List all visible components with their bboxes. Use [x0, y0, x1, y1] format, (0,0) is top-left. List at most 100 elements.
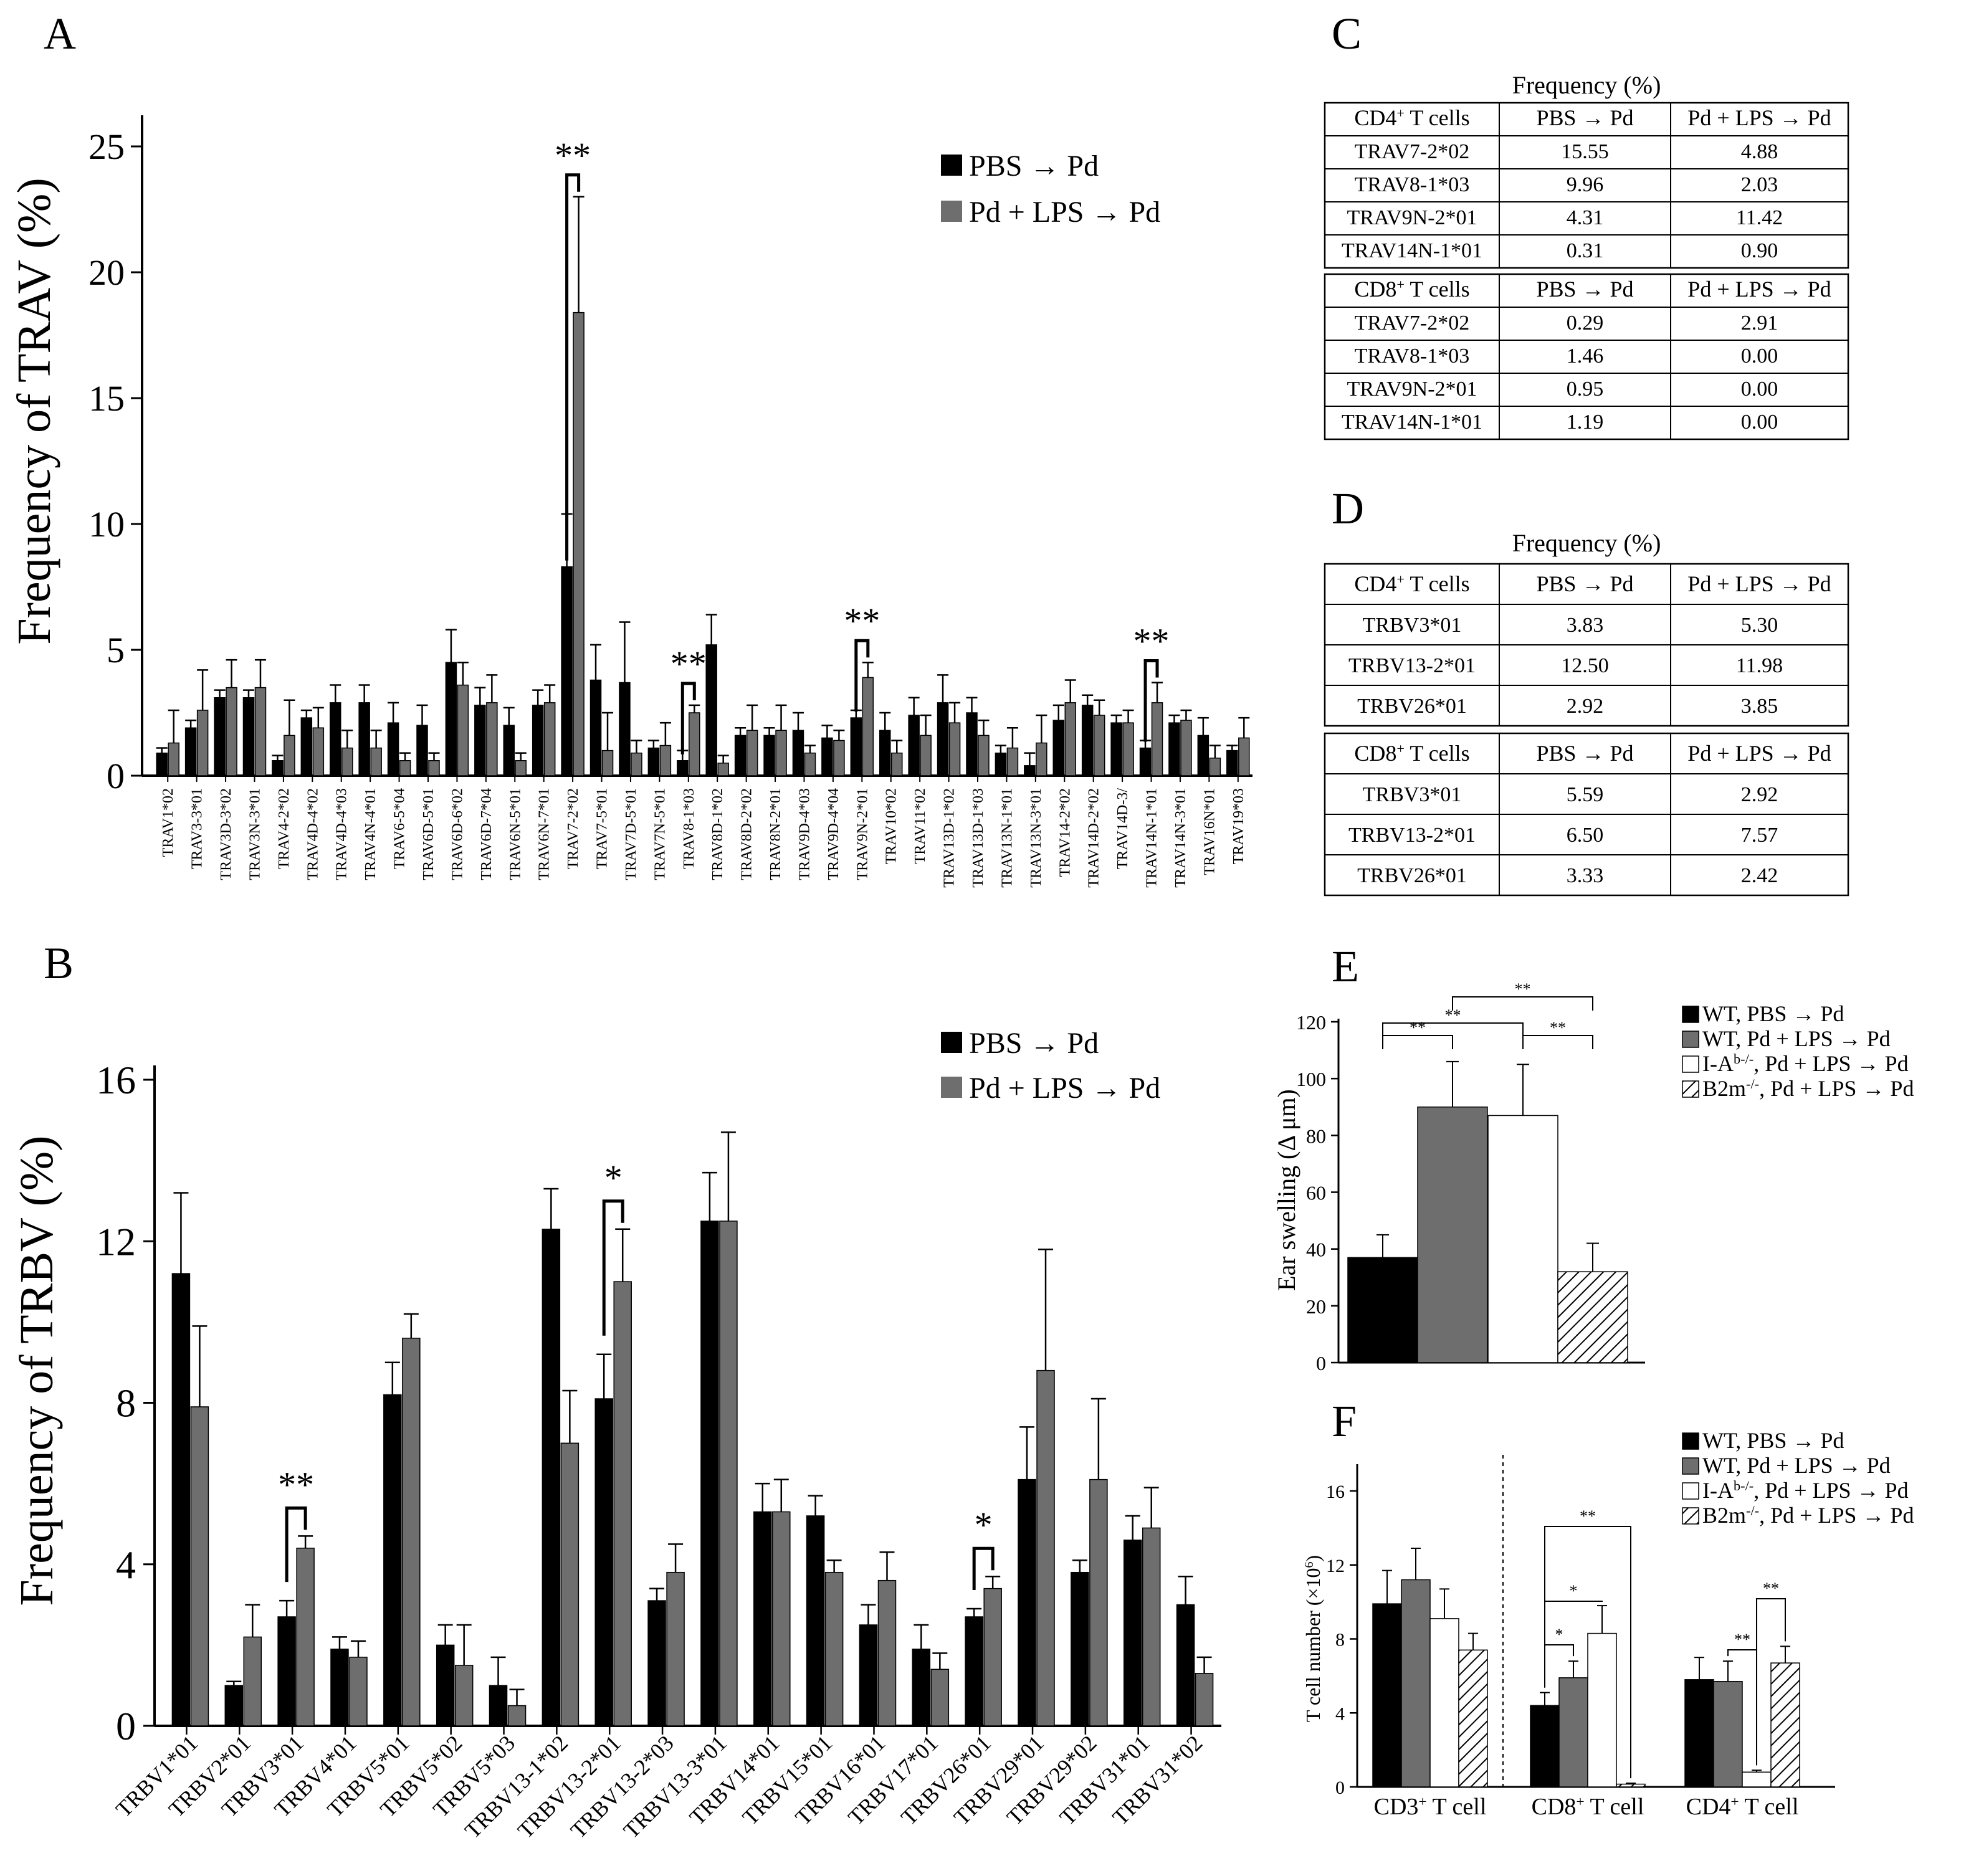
bar-lps [1122, 722, 1134, 776]
x-tick-label: TRAV8D-2*02 [739, 788, 755, 880]
y-tick-label: 4 [116, 1543, 136, 1587]
bar-pbs [792, 730, 804, 776]
table-header-cell: Pd + LPS → Pd [1687, 741, 1831, 766]
bar-pbs [850, 717, 862, 776]
bar-lps [775, 730, 787, 776]
bar [1770, 1662, 1800, 1788]
bar-lps [659, 745, 672, 776]
panel-letter-b: B [44, 938, 74, 988]
table-title: Frequency (%) [1512, 71, 1661, 99]
table-cell: 0.00 [1741, 345, 1778, 368]
table-cell: TRBV3*01 [1363, 614, 1462, 637]
bar [1742, 1771, 1772, 1788]
x-tick-label: TRAV14D-3/ [1115, 788, 1131, 870]
significance-bracket [1382, 1035, 1453, 1049]
significance-label: * [604, 1158, 623, 1198]
table-cell: 0.31 [1567, 239, 1604, 262]
x-tick-label: TRAV13N-3*01 [1028, 788, 1044, 888]
x-tick-label: TRAV9D-4*03 [796, 788, 813, 880]
x-tick-label: TRAV3D-3*02 [218, 788, 234, 880]
bar-pbs [879, 730, 891, 776]
x-tick-label: TRAV6N-5*01 [507, 788, 523, 880]
bar-pbs [300, 717, 313, 776]
x-tick-label: TRAV4N-4*01 [363, 788, 379, 880]
legend-swatch-lps [941, 201, 962, 222]
bar-pbs [329, 702, 341, 776]
table-header-cell: PBS → Pd [1536, 741, 1633, 766]
y-tick-label: 0 [1335, 1778, 1345, 1798]
x-tick-label: TRAV13D-1*02 [942, 788, 958, 888]
bar-lps [1142, 1527, 1161, 1726]
table-cell: TRBV26*01 [1357, 864, 1467, 887]
bar-lps [349, 1657, 368, 1726]
significance-label: ** [1580, 1507, 1596, 1525]
bar-lps [601, 750, 614, 776]
x-tick-label: TRAV4-2*02 [276, 788, 292, 869]
y-axis-label: T cell number (×106) [1302, 1555, 1324, 1722]
table-header-cell: Pd + LPS → Pd [1687, 105, 1831, 130]
table-header-cell: Pd + LPS → Pd [1687, 571, 1831, 596]
bar-lps [560, 1442, 580, 1726]
table-cell: TRAV14N-1*01 [1342, 411, 1482, 434]
bar-pbs [1024, 765, 1036, 776]
panel-letter-e: E [1332, 941, 1359, 991]
significance-bracket [565, 173, 581, 561]
legend-swatch [1682, 1006, 1699, 1023]
bar-pbs [594, 1398, 613, 1726]
bar-pbs [937, 702, 949, 776]
table-cell: TRBV13-2*01 [1348, 824, 1476, 847]
bar [1587, 1632, 1617, 1788]
x-tick-label: TRAV8N-2*01 [768, 788, 784, 880]
legend-swatch-lps [941, 1077, 962, 1098]
x-tick-label: TRAV19*03 [1231, 788, 1247, 864]
significance-label: ** [844, 601, 880, 641]
bar-pbs [171, 1273, 191, 1726]
table-cell: 2.42 [1741, 864, 1778, 887]
bar-lps [890, 752, 903, 776]
significance-bracket [1382, 1022, 1524, 1037]
significance-label: ** [1550, 1019, 1566, 1037]
bar-lps [666, 1571, 685, 1726]
y-tick-label: 12 [96, 1219, 136, 1264]
table-cell: TRAV9N-2*01 [1347, 206, 1477, 229]
table-cell: 11.42 [1736, 206, 1783, 229]
group-label: CD8+ T cell [1532, 1794, 1644, 1820]
table-cell: 6.50 [1567, 824, 1604, 847]
legend-label: B2m-/-, Pd + LPS → Pd [1702, 1076, 1914, 1102]
x-tick-label: TRAV14D-2*02 [1086, 788, 1102, 888]
bar-lps [168, 742, 179, 776]
legend-swatch-pbs [941, 155, 962, 176]
bar-pbs [966, 712, 978, 776]
table-title: Frequency (%) [1512, 529, 1661, 557]
table-cell: TRBV13-2*01 [1348, 654, 1476, 677]
legend-swatch [1682, 1031, 1699, 1048]
x-tick-label: TRAV3N-3*01 [247, 788, 263, 880]
bar-pbs [416, 725, 428, 776]
bar [1684, 1679, 1714, 1788]
x-tick-label: TRAV9D-4*04 [826, 788, 842, 880]
bar-pbs [474, 705, 486, 776]
legend-label-lps: Pd + LPS → Pd [969, 196, 1160, 229]
y-tick-label: 60 [1306, 1182, 1326, 1204]
x-tick-label: TRAV4D-4*02 [305, 788, 321, 880]
significance-label: ** [1515, 980, 1531, 998]
significance-bracket [854, 639, 870, 712]
bar-pbs [700, 1221, 719, 1726]
bar-pbs [806, 1515, 825, 1726]
panel-letter-c: C [1332, 9, 1362, 59]
bar-pbs [383, 1394, 402, 1726]
bar-pbs [1110, 722, 1122, 776]
x-tick-label: TRAV6-5*04 [392, 788, 408, 869]
table-header-cell: PBS → Pd [1536, 571, 1633, 596]
table-header-cell: CD4+ T cells [1354, 571, 1469, 597]
bar-pbs [619, 682, 631, 776]
x-tick-label: TRAV6D-5*01 [421, 788, 437, 880]
bar-lps [1209, 757, 1221, 776]
bar-lps [457, 684, 469, 776]
bar-lps [515, 760, 527, 776]
bar-lps [226, 687, 237, 776]
table-cell: TRAV8-1*03 [1355, 173, 1470, 196]
chart-e: 0 20 40 60 80 100 120 Ear swelling (Δ μm) ** ** **… [1272, 980, 1914, 1374]
significance-bracket [1544, 1526, 1631, 1779]
y-tick-label: 40 [1306, 1239, 1326, 1261]
